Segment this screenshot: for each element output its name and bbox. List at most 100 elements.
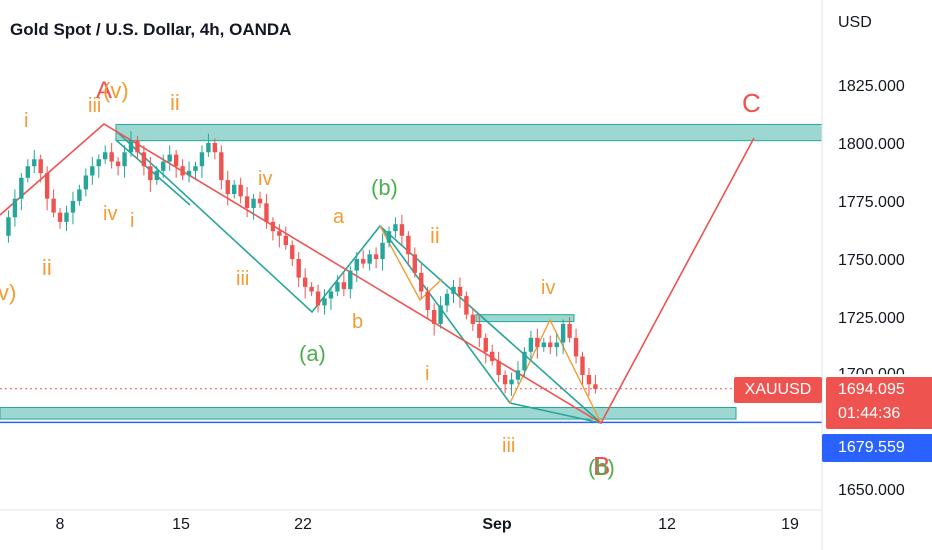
y-tick-label: 1800.000 (838, 136, 905, 153)
candle (528, 330, 534, 362)
candle (115, 156, 121, 176)
candle-body (502, 375, 508, 385)
candlesticks (6, 131, 598, 396)
candle-body (141, 152, 147, 167)
candle (373, 247, 379, 269)
candle-body (412, 254, 417, 273)
candle (32, 149, 37, 174)
wave-label: (b) (588, 455, 615, 480)
wave-label: i (130, 210, 134, 232)
candle (38, 154, 43, 183)
candle (12, 189, 18, 227)
candle-body (535, 337, 540, 348)
candle (586, 368, 592, 396)
candle (354, 252, 359, 283)
candle (167, 145, 172, 171)
candle-body (25, 166, 30, 178)
candle (180, 159, 185, 181)
candle (496, 351, 501, 382)
candle-body (12, 198, 18, 218)
candle-body (470, 314, 476, 324)
candle-body (560, 323, 566, 343)
x-tick-label: 8 (55, 516, 65, 533)
candle (309, 282, 314, 297)
wave-label: a (333, 206, 345, 228)
candle-body (573, 337, 579, 357)
candle (277, 224, 282, 248)
candle-body (238, 184, 243, 197)
candle-body (38, 159, 43, 174)
candle-body (515, 370, 521, 380)
wave-label: B (593, 451, 610, 481)
wave-label: iii (236, 268, 249, 290)
candle (148, 156, 153, 192)
candle (380, 233, 385, 271)
candle (431, 303, 437, 336)
candle (161, 154, 166, 178)
wave-label: A (96, 77, 112, 104)
symbol-label: XAUUSD (744, 381, 812, 398)
y-tick-label: 1700.000 (838, 366, 905, 383)
candle (593, 375, 598, 394)
candle-body (57, 212, 63, 222)
candle-body (270, 221, 276, 232)
candle (470, 307, 476, 331)
candle (83, 168, 89, 197)
wave-label: iv (258, 168, 272, 190)
candle-body (373, 254, 379, 259)
symbol-tag: XAUUSD (734, 377, 822, 403)
candle-body (393, 224, 398, 232)
candle-body (244, 196, 250, 208)
candle-body (593, 384, 598, 389)
candle-body (6, 217, 11, 236)
candle-body (173, 154, 179, 167)
candle (490, 344, 495, 366)
candle (257, 191, 263, 208)
candle (135, 136, 140, 160)
candle-body (354, 259, 359, 271)
candle-body (328, 291, 334, 299)
candle (44, 166, 50, 211)
candle (580, 351, 585, 385)
wave-label: ii (42, 255, 52, 280)
candle-body (161, 161, 166, 171)
wave-label: (v) (103, 78, 129, 103)
candle (341, 272, 347, 297)
candle-body (341, 282, 347, 290)
candle-body (431, 310, 437, 324)
candle (393, 217, 398, 239)
candle-body (128, 140, 134, 153)
candle (335, 275, 340, 297)
candle-body (264, 203, 269, 222)
candle-body (296, 259, 301, 278)
candle-body (51, 198, 56, 213)
candle (270, 217, 276, 241)
candle (535, 328, 540, 359)
candle (438, 296, 443, 329)
candle (25, 159, 30, 183)
candle (573, 328, 579, 364)
wave-label: C (742, 88, 761, 118)
candle (212, 138, 218, 160)
wave-label: v) (0, 280, 16, 305)
last-price-value: 1694.095 (838, 381, 905, 398)
candle (567, 317, 572, 343)
candle (425, 286, 430, 320)
y-tick-label: 1650.000 (838, 482, 905, 499)
candle (444, 289, 450, 313)
candle (361, 249, 366, 269)
candle-body (225, 180, 230, 195)
candle (412, 247, 417, 278)
candle-body (548, 342, 553, 348)
x-tick-label: 22 (294, 516, 312, 533)
candle (109, 143, 114, 169)
wave-label: ii (430, 223, 440, 248)
x-tick-label: 12 (658, 516, 676, 533)
candle-body (509, 379, 514, 385)
candle-body (219, 152, 224, 181)
candle (554, 333, 559, 357)
orange-wave-line-2 (379, 225, 443, 302)
candle-body (180, 166, 185, 176)
candle-body (96, 159, 101, 167)
